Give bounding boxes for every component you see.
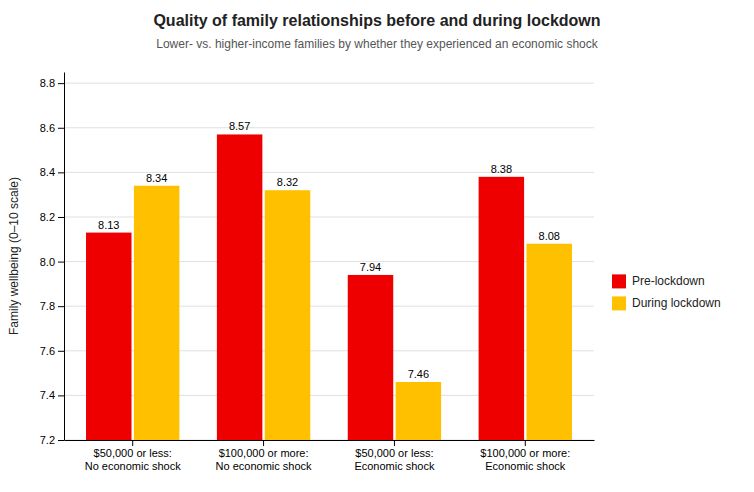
y-tick-label: 8.0	[40, 256, 55, 268]
subtitle: Lower- vs. higher-income families by whe…	[156, 37, 599, 51]
x-tick-label-line: No economic shock	[85, 460, 181, 472]
x-tick-mark	[263, 440, 264, 446]
bar	[479, 177, 524, 440]
x-tick-mark	[132, 440, 133, 446]
data-label: 8.13	[98, 219, 119, 231]
y-tick: 8.6	[40, 122, 64, 134]
y-tick: 8.0	[40, 256, 64, 268]
grid-line	[64, 83, 594, 84]
y-axis-title: Family wellbeing (0–10 scale)	[7, 177, 21, 335]
x-tick-mark	[394, 440, 395, 446]
chart: Quality of family relationships before a…	[0, 0, 754, 492]
y-tick: 7.8	[40, 300, 64, 312]
y-tick-mark	[58, 128, 64, 129]
legend-item: During lockdown	[612, 296, 721, 310]
x-tick: $100,000 or more:Economic shock	[480, 440, 570, 472]
x-tick-label-line: $100,000 or more:	[219, 447, 309, 459]
legend: Pre-lockdown During lockdown	[612, 274, 721, 310]
x-axis-line	[65, 440, 595, 441]
grid-line	[64, 127, 594, 128]
y-tick-mark	[58, 172, 64, 173]
data-label: 8.08	[539, 230, 560, 242]
y-tick-mark	[58, 217, 64, 218]
data-label: 7.46	[408, 368, 429, 380]
grid-line	[64, 172, 594, 173]
y-axis: 7.2 7.4 7.6 7.8 8.0 8.2 8.4 8.6 8.8	[40, 73, 65, 447]
y-tick-mark	[58, 306, 64, 307]
bar	[134, 186, 179, 440]
bar	[396, 382, 441, 440]
y-tick: 8.2	[40, 211, 64, 223]
data-label: 8.34	[146, 172, 167, 184]
y-tick-label: 7.2	[40, 434, 55, 446]
grid	[64, 83, 594, 440]
x-tick-label-line: $50,000 or less:	[94, 447, 172, 459]
x-tick-mark	[525, 440, 526, 446]
y-tick-label: 7.6	[40, 345, 55, 357]
legend-label: During lockdown	[632, 296, 721, 310]
data-label: 7.94	[360, 261, 381, 273]
bar	[265, 190, 310, 440]
data-label: 8.38	[491, 163, 512, 175]
data-label: 8.32	[277, 176, 298, 188]
x-axis: $50,000 or less:No economic shock$100,00…	[65, 440, 595, 472]
legend-swatch	[612, 274, 626, 288]
x-tick: $50,000 or less:No economic shock	[85, 440, 181, 472]
bar	[526, 244, 571, 440]
legend-item: Pre-lockdown	[612, 274, 705, 288]
x-tick-label-line: $50,000 or less:	[355, 447, 433, 459]
y-tick-label: 8.8	[40, 77, 55, 89]
y-tick: 8.4	[40, 166, 64, 178]
x-tick-label-line: Economic shock	[485, 460, 566, 472]
y-tick: 7.2	[40, 434, 64, 446]
y-tick-mark	[58, 395, 64, 396]
x-tick-label: $50,000 or less:No economic shock	[85, 447, 181, 472]
legend-label: Pre-lockdown	[632, 274, 705, 288]
x-tick: $100,000 or more:No economic shock	[216, 440, 312, 472]
y-tick-mark	[58, 351, 64, 352]
x-tick-label-line: $100,000 or more:	[480, 447, 570, 459]
y-tick-mark	[58, 440, 64, 441]
y-tick-label: 8.4	[40, 166, 55, 178]
bar	[86, 233, 131, 440]
y-tick: 7.4	[40, 389, 64, 401]
title: Quality of family relationships before a…	[153, 12, 600, 29]
y-axis-line	[64, 73, 65, 441]
y-tick: 8.8	[40, 77, 64, 89]
data-labels: 8.13 8.57 7.94 8.38 8.34 8.32 7.46 8.08	[98, 120, 560, 380]
x-tick: $50,000 or less:Economic shock	[354, 440, 435, 472]
x-tick-label: $100,000 or more:Economic shock	[480, 447, 570, 472]
bars	[86, 134, 572, 440]
y-tick-label: 8.6	[40, 122, 55, 134]
plot: 7.2 7.4 7.6 7.8 8.0 8.2 8.4 8.6 8.8 $50,000 or le…	[7, 73, 595, 473]
x-tick-label: $100,000 or more:No economic shock	[216, 447, 312, 472]
data-label: 8.57	[229, 120, 250, 132]
y-tick-mark	[58, 83, 64, 84]
legend-swatch	[612, 296, 626, 310]
x-tick-label-line: No economic shock	[216, 460, 312, 472]
y-tick-label: 8.2	[40, 211, 55, 223]
y-tick: 7.6	[40, 345, 64, 357]
bar	[217, 134, 262, 440]
y-tick-label: 7.4	[40, 389, 55, 401]
y-tick-label: 7.8	[40, 300, 55, 312]
x-tick-label: $50,000 or less:Economic shock	[354, 447, 435, 472]
x-tick-label-line: Economic shock	[354, 460, 435, 472]
bar	[348, 275, 393, 440]
y-tick-mark	[58, 262, 64, 263]
